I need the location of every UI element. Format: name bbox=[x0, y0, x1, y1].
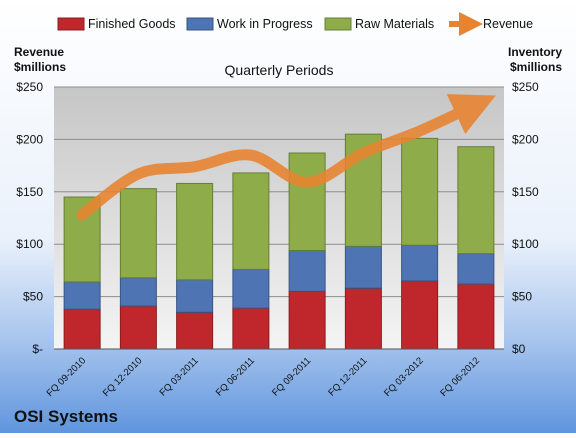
bar-finished-goods bbox=[119, 305, 157, 350]
legend-swatch-work-in-progress bbox=[186, 17, 214, 31]
bar-work-in-progress bbox=[457, 253, 495, 285]
bar-raw-materials bbox=[176, 182, 214, 281]
bar-raw-materials bbox=[119, 188, 157, 279]
right-tick-label: $50 bbox=[512, 290, 532, 304]
revenue-line-layer bbox=[76, 94, 496, 221]
bar-raw-materials bbox=[288, 152, 326, 251]
legend-label: Revenue bbox=[483, 17, 533, 31]
legend-label: Finished Goods bbox=[88, 17, 176, 31]
bar-work-in-progress bbox=[176, 279, 214, 313]
chart-subtitle: Quarterly Periods bbox=[225, 62, 334, 78]
legend-swatch-finished-goods bbox=[57, 17, 85, 31]
bar-raw-materials bbox=[401, 137, 439, 246]
revenue-line bbox=[76, 94, 496, 221]
right-tick-label: $0 bbox=[512, 342, 526, 356]
bar-work-in-progress bbox=[232, 268, 270, 309]
right-tick-label: $100 bbox=[512, 237, 539, 251]
bar-finished-goods bbox=[176, 311, 214, 350]
left-tick-label: $250 bbox=[16, 80, 43, 94]
left-axis-label-line1: Revenue bbox=[14, 45, 64, 59]
left-tick-label: $150 bbox=[16, 185, 43, 199]
legend-label: Raw Materials bbox=[355, 17, 434, 31]
bar-finished-goods bbox=[232, 307, 270, 350]
bar-finished-goods bbox=[288, 290, 326, 350]
legend-swatch-raw-materials bbox=[324, 17, 352, 31]
right-tick-label: $250 bbox=[512, 80, 539, 94]
bar-work-in-progress bbox=[119, 277, 157, 307]
bar-finished-goods bbox=[63, 308, 101, 350]
left-tick-label: $200 bbox=[16, 132, 43, 146]
legend: Finished Goods Work in Progress Raw Materi… bbox=[57, 12, 533, 36]
bar-finished-goods bbox=[401, 280, 439, 350]
bar-work-in-progress bbox=[401, 244, 439, 282]
right-tick-label: $150 bbox=[512, 185, 539, 199]
legend-label: Work in Progress bbox=[217, 17, 313, 31]
company-name: OSI Systems bbox=[14, 407, 118, 426]
bar-finished-goods bbox=[344, 287, 382, 350]
bar-work-in-progress bbox=[344, 245, 382, 289]
right-axis-label-line2: $millions bbox=[510, 60, 562, 74]
bar-raw-materials bbox=[457, 146, 495, 255]
right-axis-label-line1: Inventory bbox=[508, 45, 562, 59]
right-tick-label: $200 bbox=[512, 132, 539, 146]
bar-work-in-progress bbox=[288, 249, 326, 292]
bar-raw-materials bbox=[232, 172, 270, 270]
left-tick-label: $50 bbox=[23, 290, 43, 304]
bar-finished-goods bbox=[457, 283, 495, 350]
bar-work-in-progress bbox=[63, 281, 101, 310]
left-axis-label-line2: $millions bbox=[14, 60, 66, 74]
left-tick-label: $- bbox=[32, 342, 43, 356]
left-tick-label: $100 bbox=[16, 237, 43, 251]
